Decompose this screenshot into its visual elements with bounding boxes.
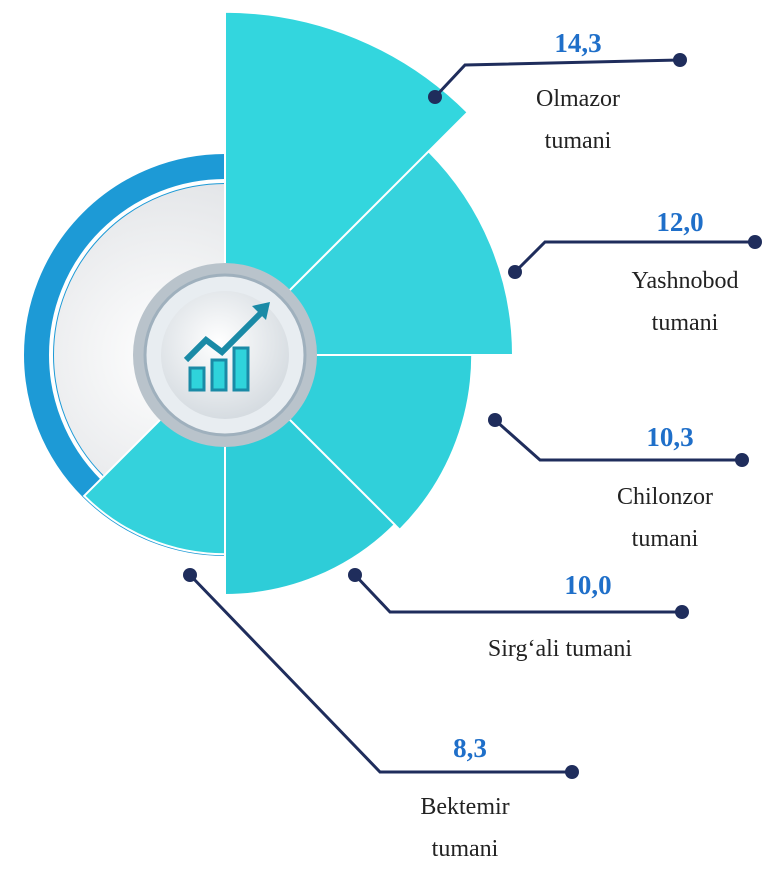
value-label: 14,3 [554, 28, 602, 58]
leader-dot [673, 53, 687, 67]
chart-icon [183, 302, 270, 392]
category-label: Olmazor tumani [536, 86, 620, 154]
leader-dot [508, 265, 522, 279]
leader-line [494, 418, 742, 462]
leader-dot [748, 235, 762, 249]
leader-line [433, 58, 681, 99]
category-label: Yashnobod tumani [631, 268, 739, 336]
value-label: 12,0 [656, 207, 704, 237]
leaders [183, 53, 762, 779]
leader-dot [428, 90, 442, 104]
leader-line [188, 573, 572, 774]
leader-line [513, 240, 755, 274]
leader-dot [735, 453, 749, 467]
leader-dot [675, 605, 689, 619]
category-label: Bektemir tumani [420, 794, 510, 862]
leader-dot [348, 568, 362, 582]
value-label: 8,3 [453, 733, 487, 763]
value-label: 10,3 [646, 422, 694, 452]
sectors [82, 10, 515, 597]
leader-dot [183, 568, 197, 582]
category-label: Sirg‘ali tumani [487, 636, 633, 662]
sector [224, 10, 470, 358]
category-label: Chilonzor tumani [617, 484, 713, 552]
hub [161, 291, 289, 419]
value-label: 10,0 [564, 570, 612, 600]
leader-dot [488, 413, 502, 427]
leader-dot [565, 765, 579, 779]
leader-line [353, 573, 682, 614]
